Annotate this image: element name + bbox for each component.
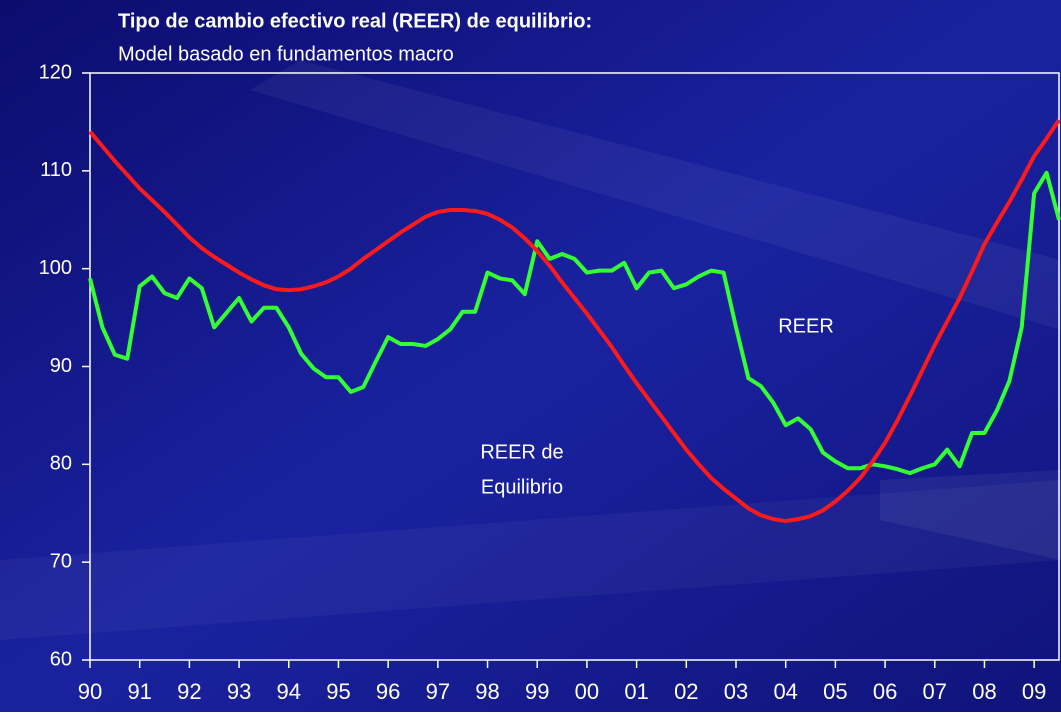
- x-tick-label: 99: [525, 679, 549, 704]
- streak: [250, 60, 1061, 330]
- streak: [880, 470, 1061, 560]
- annotation: Equilibrio: [481, 476, 563, 498]
- x-tick-label: 04: [773, 679, 797, 704]
- x-tick-label: 05: [823, 679, 847, 704]
- x-tick-label: 95: [326, 679, 350, 704]
- x-tick-label: 06: [873, 679, 897, 704]
- x-tick-label: 08: [972, 679, 996, 704]
- chart-subtitle: Model basado en fundamentos macro: [118, 43, 454, 65]
- y-tick-label: 120: [39, 61, 72, 83]
- x-tick-label: 07: [923, 679, 947, 704]
- x-tick-label: 02: [674, 679, 698, 704]
- x-tick-label: 00: [575, 679, 599, 704]
- x-tick-label: 96: [376, 679, 400, 704]
- y-tick-label: 60: [50, 648, 72, 670]
- x-tick-label: 98: [475, 679, 499, 704]
- y-tick-label: 110: [40, 159, 72, 181]
- x-tick-label: 94: [277, 679, 301, 704]
- y-tick-label: 80: [50, 453, 72, 475]
- x-tick-label: 01: [624, 679, 648, 704]
- x-tick-label: 97: [426, 679, 450, 704]
- x-tick-label: 91: [127, 679, 151, 704]
- annotation: REER: [778, 315, 834, 337]
- y-tick-label: 100: [39, 257, 72, 279]
- x-tick-label: 90: [78, 679, 102, 704]
- y-tick-label: 70: [50, 550, 72, 572]
- x-tick-label: 03: [724, 679, 748, 704]
- x-tick-label: 09: [1022, 679, 1046, 704]
- chart-title: Tipo de cambio efectivo real (REER) de e…: [118, 10, 592, 32]
- series-line: [88, 118, 1061, 524]
- series-line: [88, 170, 1061, 476]
- annotation: REER de: [480, 441, 563, 463]
- x-tick-label: 92: [177, 679, 201, 704]
- y-tick-label: 90: [50, 355, 72, 377]
- x-tick-label: 93: [227, 679, 251, 704]
